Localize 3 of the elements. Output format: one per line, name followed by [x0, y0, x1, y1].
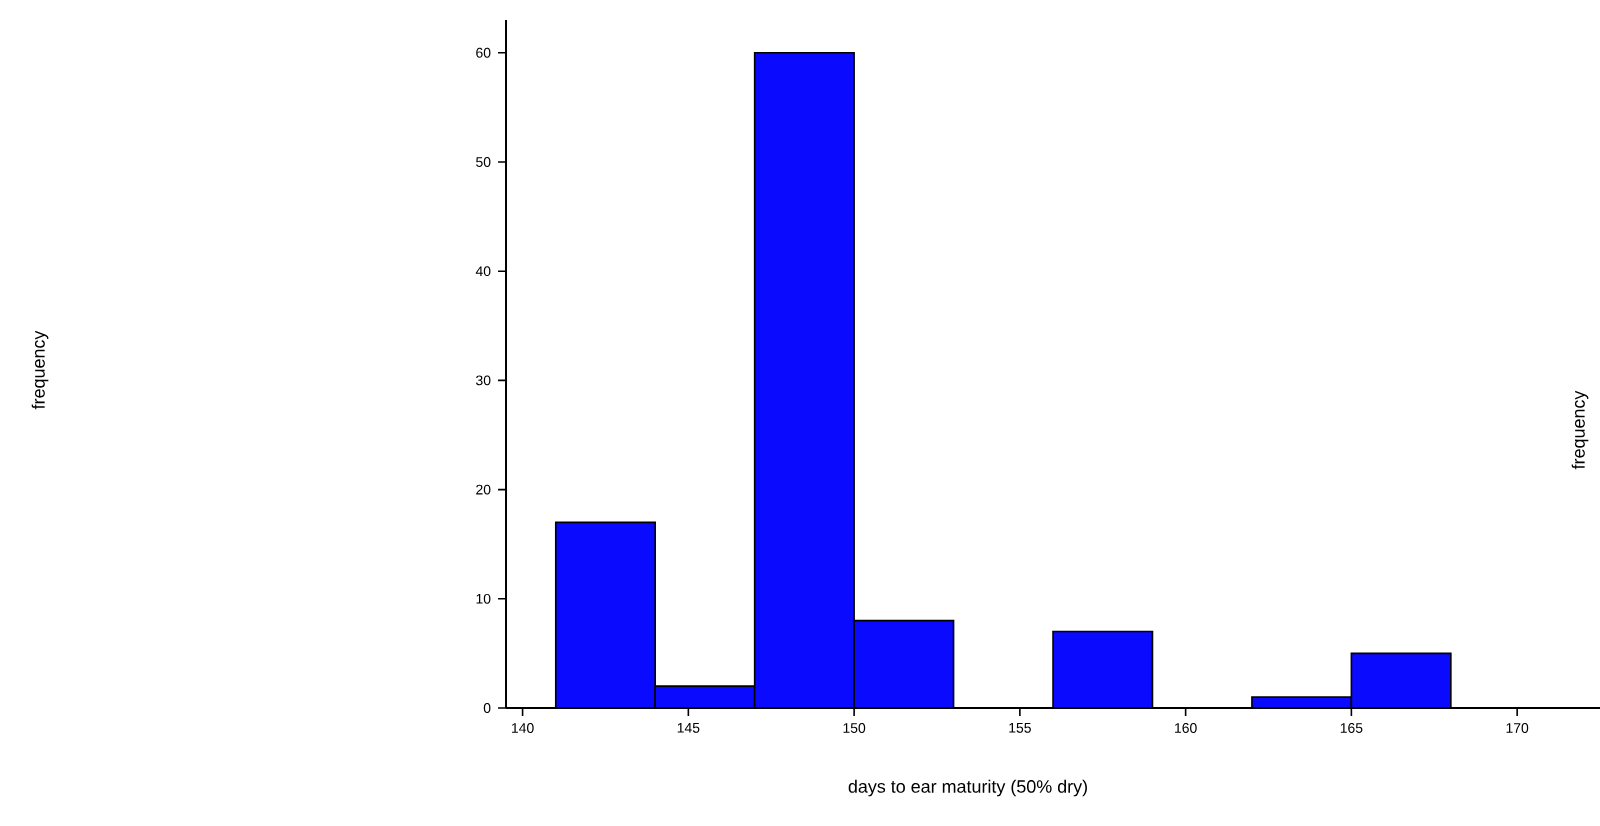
- x-axis-title: days to ear maturity (50% dry): [848, 779, 1087, 797]
- text: frequency: [31, 330, 49, 410]
- annotation: frequency: [1571, 390, 1589, 470]
